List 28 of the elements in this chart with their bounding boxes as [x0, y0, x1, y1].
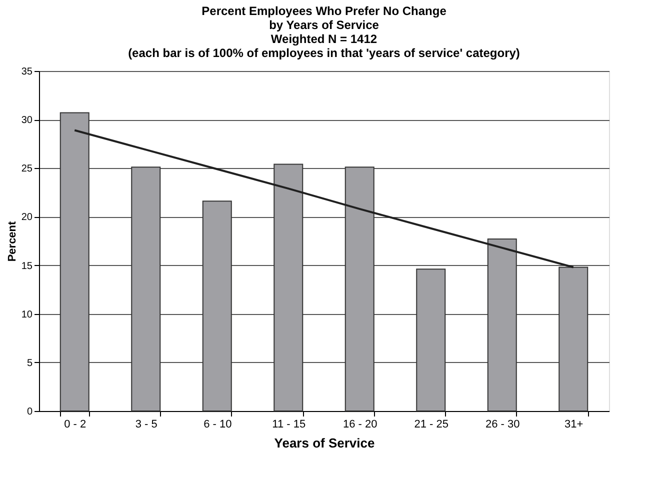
- x-tick-label: 21 - 25: [414, 418, 448, 430]
- bar: [274, 164, 304, 412]
- y-tick-label: 30: [21, 115, 33, 126]
- bar: [558, 266, 588, 412]
- bar: [131, 166, 161, 412]
- x-tick-label: 6 - 10: [204, 418, 232, 430]
- x-tick-label: 11 - 15: [272, 418, 306, 430]
- bar: [60, 112, 90, 412]
- x-tick-label: 26 - 30: [486, 418, 520, 430]
- x-tick-label: 31+: [564, 418, 584, 430]
- y-tick-label: 15: [21, 260, 33, 272]
- y-axis-title: Percent: [6, 220, 18, 262]
- chart-title: Percent Employees Who Prefer No Change by Years of Service Weighted N = 1412 (each bar is of 100% of employees in that 'years of service' category): [128, 4, 520, 60]
- bar: [416, 268, 446, 412]
- y-tick-label: 25: [21, 164, 33, 175]
- bar: [202, 200, 232, 412]
- y-tick-label: 35: [21, 66, 33, 78]
- x-tick-label: 3 - 5: [135, 418, 158, 430]
- line-series: [74, 129, 574, 268]
- bar: [487, 238, 517, 412]
- x-axis-title: Years of Service: [274, 436, 375, 450]
- y-tick-label: 10: [21, 309, 33, 320]
- y-tick-label: 0: [26, 406, 33, 418]
- y-tick-label: 5: [26, 358, 33, 369]
- x-tick-label: 16 - 20: [343, 418, 378, 430]
- bar: [344, 166, 374, 412]
- x-tick-label: 0 - 2: [64, 418, 86, 430]
- y-tick-label: 20: [21, 212, 33, 224]
